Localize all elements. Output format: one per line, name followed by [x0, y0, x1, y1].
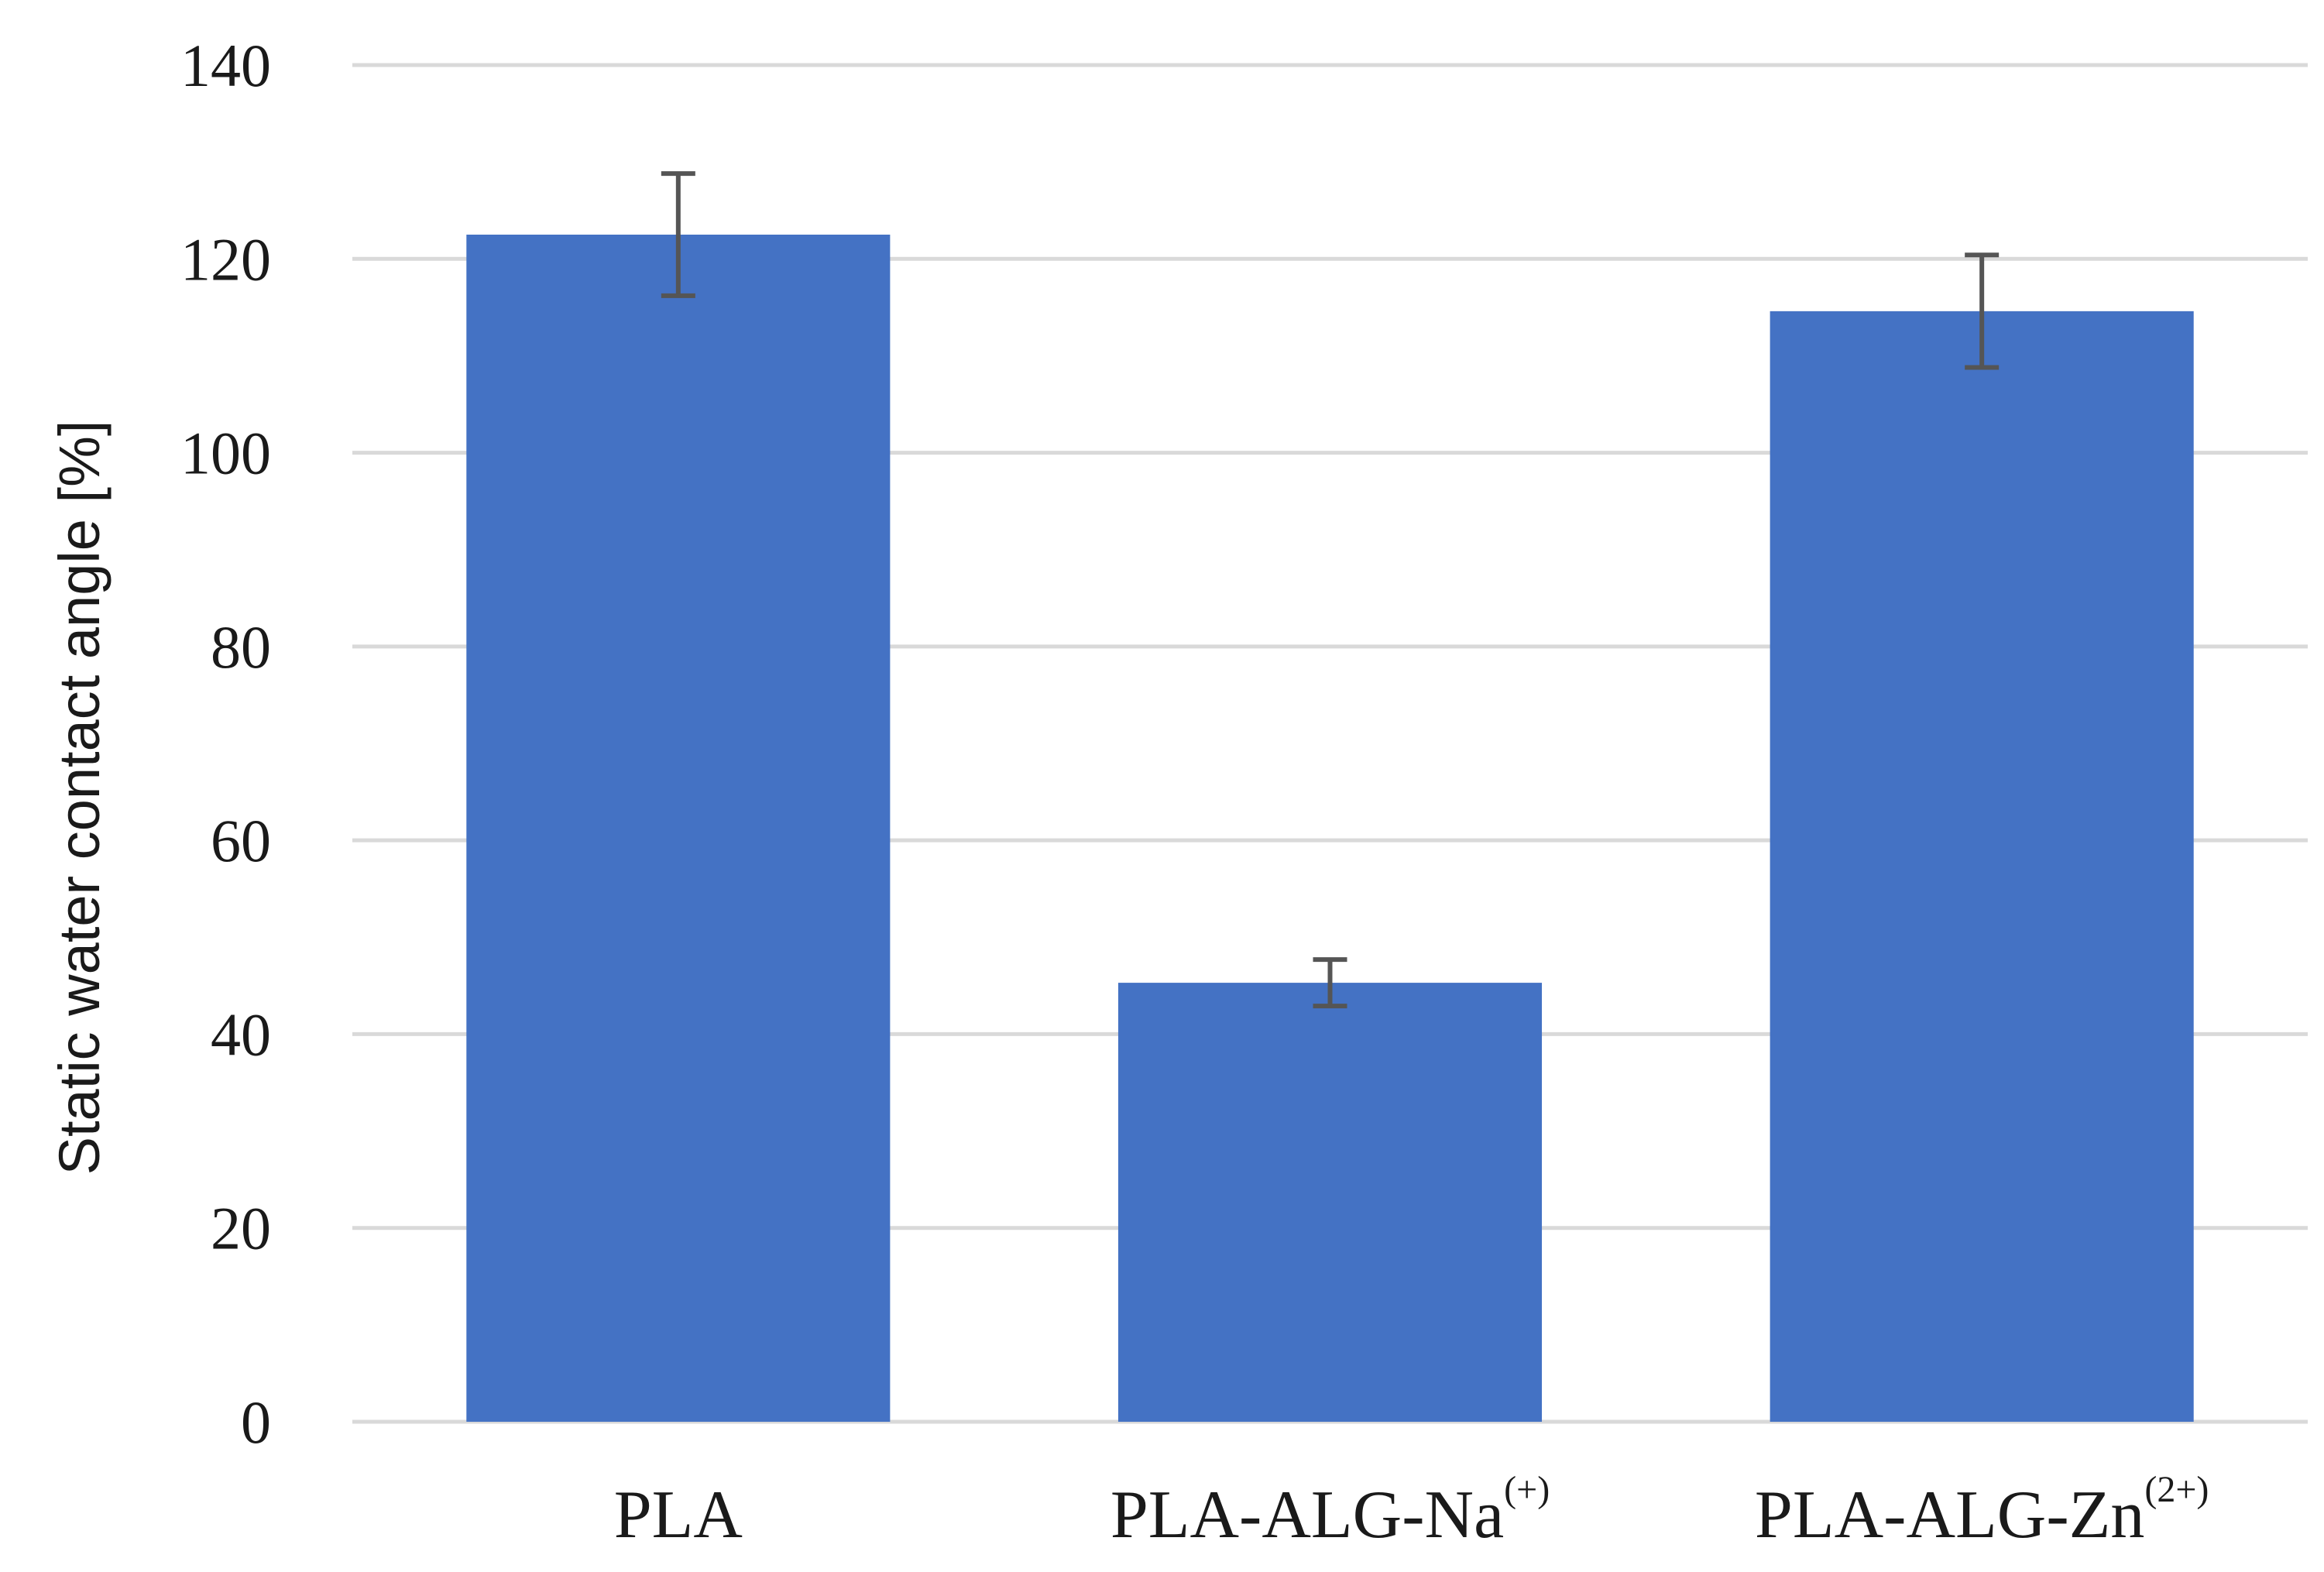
category-superscript: (2+) — [2144, 1469, 2209, 1510]
y-tick-label: 60 — [211, 807, 271, 874]
y-tick-labels: 0 20 40 60 80 100 120 140 — [180, 32, 271, 1456]
bar — [1770, 311, 2194, 1423]
error-bar-layer — [661, 171, 2000, 1009]
y-tick-label: 20 — [211, 1195, 271, 1262]
y-tick-label: 80 — [211, 613, 271, 681]
error-bar — [661, 171, 695, 298]
bar — [1117, 983, 1543, 1422]
bar-layer — [466, 235, 2194, 1423]
error-bar — [1313, 957, 1347, 1009]
y-axis-title: Static water contact angle [%] — [47, 420, 112, 1176]
x-category-label: PLA — [614, 1478, 743, 1553]
bar — [466, 235, 891, 1422]
y-tick-label: 100 — [180, 420, 271, 487]
category-base-text: PLA — [614, 1478, 743, 1553]
y-tick-label: 40 — [211, 1001, 271, 1068]
y-tick-label: 120 — [180, 225, 271, 293]
x-category-label: PLA-ALG-Na(+) — [1111, 1469, 1550, 1553]
x-category-label: PLA-ALG-Zn(2+) — [1755, 1469, 2209, 1553]
category-base-text: PLA-ALG-Na — [1111, 1478, 1504, 1553]
x-category-labels: PLA PLA-ALG-Na(+) PLA-ALG-Zn(2+) — [614, 1469, 2209, 1553]
category-base-text: PLA-ALG-Zn — [1755, 1478, 2144, 1553]
category-superscript: (+) — [1504, 1469, 1550, 1510]
y-tick-label: 140 — [180, 32, 271, 99]
y-tick-label: 0 — [241, 1388, 271, 1456]
error-bar — [1965, 252, 2000, 370]
